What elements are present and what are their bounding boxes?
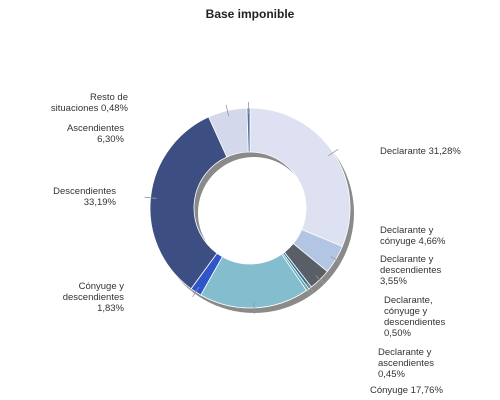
leader-line	[225, 104, 230, 117]
slice-label-line: descendientes	[63, 292, 125, 303]
donut-slice[interactable]	[249, 107, 351, 247]
slice-label-line: 33,19%	[84, 197, 117, 208]
slice-label: Descendientes 33,19%	[53, 186, 116, 208]
slice-label-line: Resto de	[90, 92, 128, 103]
chart-title: Base imponible	[205, 7, 295, 21]
leader-line	[315, 275, 325, 285]
donut-slice[interactable]	[149, 116, 228, 290]
leader-line	[192, 286, 200, 298]
slice-label: Declarante, cónyuge y descendientes 0,50%	[384, 295, 446, 339]
slice-label: Declarante y cónyuge 4,66%	[380, 225, 446, 247]
slice-label-line: situaciones 0,48%	[51, 103, 129, 114]
leader-line	[327, 148, 339, 157]
slice-label: Declarante y descendientes 3,55%	[380, 254, 442, 287]
slice-label: Cónyuge 17,76%	[370, 385, 443, 396]
slice-label-line: descendientes	[380, 265, 442, 276]
slice-label-line: cónyuge 4,66%	[380, 236, 446, 247]
slice-label-line: Declarante y	[378, 347, 432, 358]
slice-label-line: Cónyuge 17,76%	[370, 385, 443, 396]
slice-label-line: descendientes	[384, 317, 446, 328]
leader-line	[253, 301, 255, 314]
slice-label-line: Ascendientes	[67, 123, 124, 134]
slice-label-line: cónyuge y	[384, 306, 428, 317]
slice-label-line: Declarante,	[384, 295, 433, 306]
slice-label: Declarante 31,28%	[380, 146, 461, 157]
slice-label-line: 0,45%	[378, 369, 405, 380]
leader-line	[303, 284, 312, 295]
slice-label-line: Cónyuge y	[79, 281, 125, 292]
slice-label-line: Declarante 31,28%	[380, 146, 461, 157]
slice-label-line: 1,83%	[97, 303, 124, 314]
slice-label-line: Declarante y	[380, 254, 434, 265]
slice-label-line: 3,55%	[380, 276, 407, 287]
slice-label: Declarante y ascendientes 0,45%	[378, 347, 434, 380]
slice-label-line: Descendientes	[53, 186, 116, 197]
leader-line	[144, 196, 157, 199]
slice-label-line: Declarante y	[380, 225, 434, 236]
slice-label-line: ascendientes	[378, 358, 434, 369]
leader-line	[306, 282, 315, 293]
donut-slice[interactable]	[246, 107, 251, 153]
slice-label: Resto de situaciones 0,48%	[51, 92, 129, 114]
slice-label-line: 0,50%	[384, 328, 411, 339]
leader-line	[330, 256, 342, 263]
slice-label-line: 6,30%	[97, 134, 124, 145]
slice-label: Ascendientes 6,30%	[67, 123, 125, 145]
slice-label: Cónyuge y descendientes 1,83%	[63, 281, 125, 314]
